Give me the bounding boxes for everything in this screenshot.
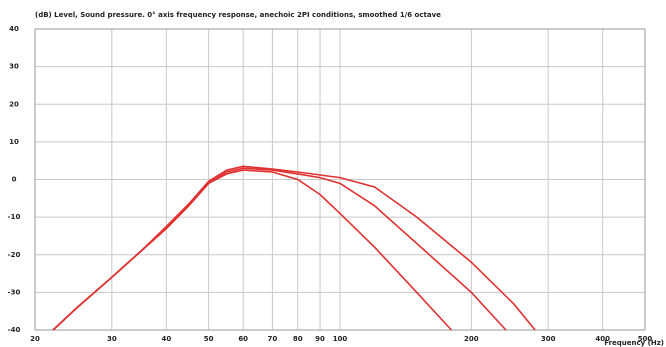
x-tick-label: 300 <box>541 335 556 343</box>
x-tick-label: 400 <box>595 335 610 343</box>
series-line <box>52 165 536 331</box>
y-tick-label: -10 <box>8 213 21 221</box>
x-axis-label: Frequency (Hz) <box>604 339 664 347</box>
x-tick-label: 70 <box>268 335 278 343</box>
x-tick-label: 90 <box>315 335 325 343</box>
x-tick-label: 80 <box>293 335 303 343</box>
x-tick-label: 100 <box>333 335 348 343</box>
x-tick-label: 20 <box>30 335 40 343</box>
y-tick-label: 20 <box>9 100 19 108</box>
x-tick-label: 200 <box>464 335 479 343</box>
x-tick-label: 500 <box>638 335 653 343</box>
x-tick-label: 50 <box>204 335 214 343</box>
chart-subtitle: (dB) Level, Sound pressure. 0° axis freq… <box>35 11 441 19</box>
y-tick-label: -20 <box>8 251 21 259</box>
plot-frame <box>34 28 646 331</box>
y-tick-label: -30 <box>8 288 21 296</box>
x-tick-label: 40 <box>161 335 171 343</box>
y-tick-label: 10 <box>9 138 19 146</box>
x-tick-label: 30 <box>107 335 117 343</box>
y-tick-label: -40 <box>8 326 21 334</box>
y-tick-label: 0 <box>12 176 17 184</box>
y-tick-label: 30 <box>9 63 19 71</box>
y-tick-label: 40 <box>9 25 19 33</box>
x-tick-label: 60 <box>238 335 248 343</box>
